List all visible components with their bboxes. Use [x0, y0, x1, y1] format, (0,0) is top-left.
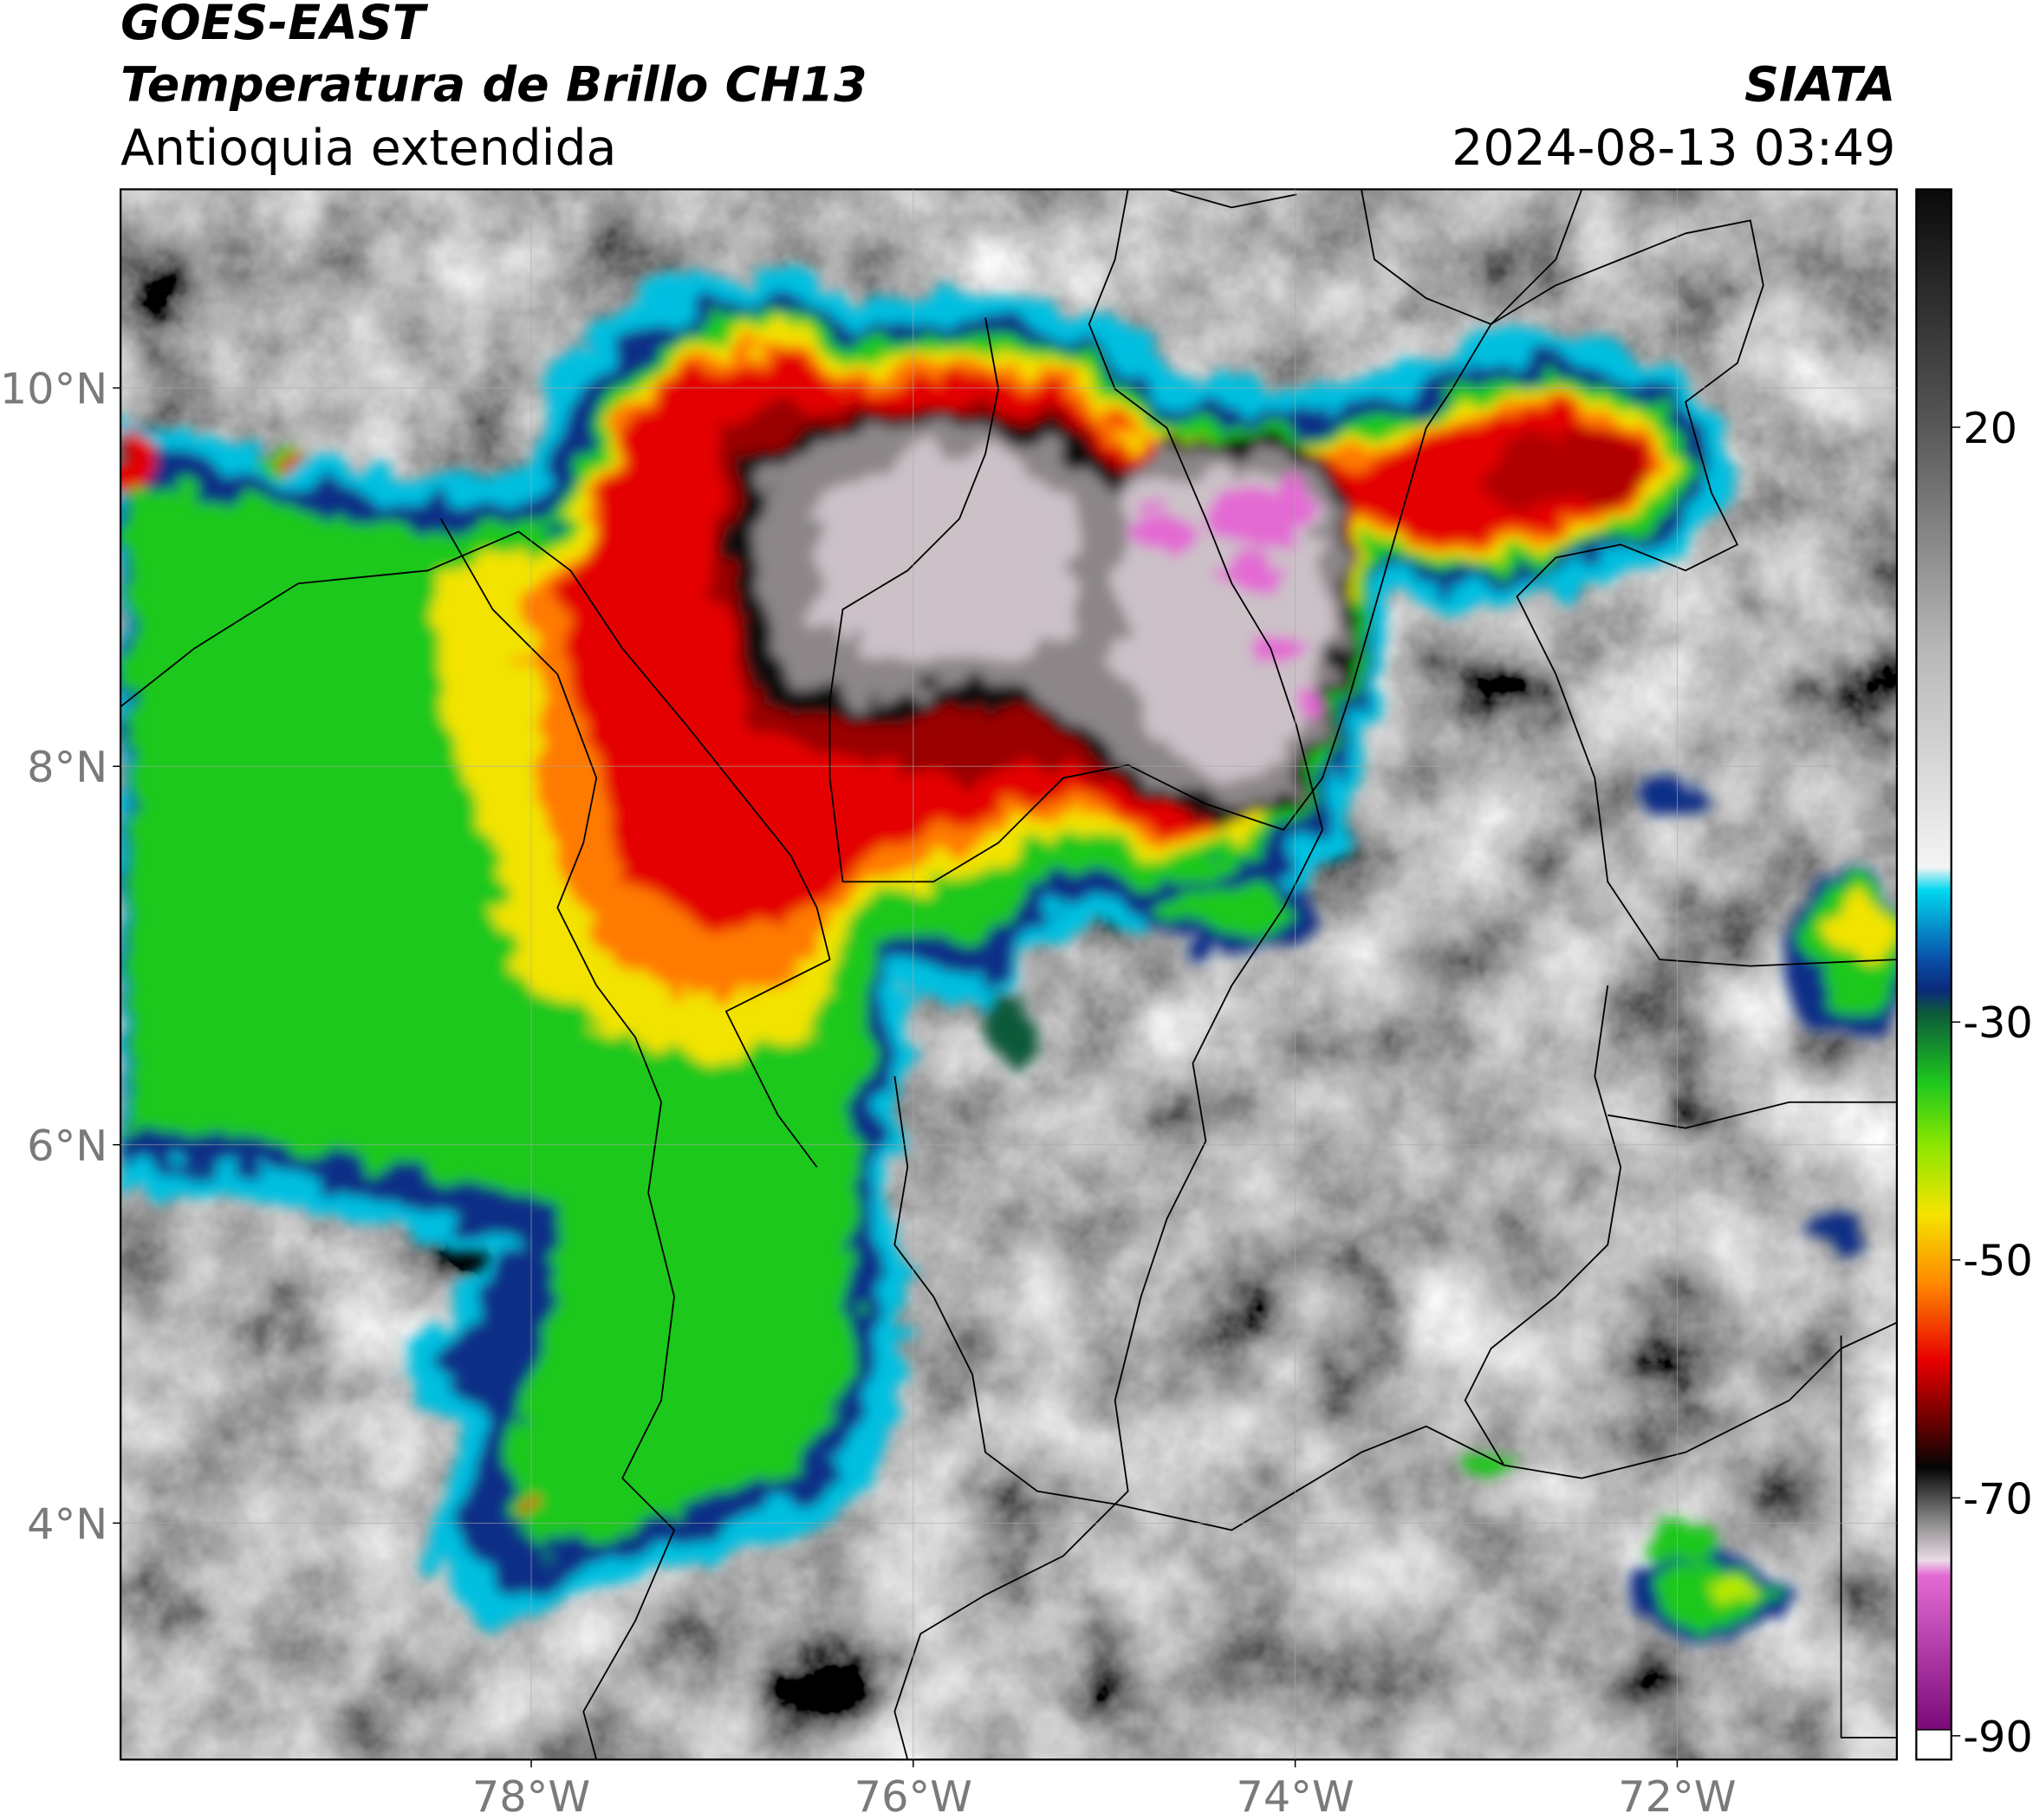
colorbar-under [1915, 1729, 1952, 1761]
source: SIATA [1744, 58, 1895, 114]
lat-tick-label: 10°N [0, 364, 107, 414]
lat-tick-label: 8°N [27, 742, 107, 792]
timestamp: 2024-08-13 03:49 [1452, 120, 1895, 177]
borders [120, 189, 1897, 1760]
colorbar-tick-label: 20 [1963, 403, 2017, 453]
lon-tick-label: 78°W [472, 1771, 590, 1820]
colorbar-tick-label: -30 [1963, 998, 2033, 1048]
lat-tick-label: 6°N [27, 1121, 107, 1171]
colorbar [1916, 189, 1952, 1730]
subtitle: Temperatura de Brillo CH13 [120, 58, 867, 114]
lon-tick-label: 72°W [1618, 1771, 1736, 1820]
map-frame [120, 188, 1899, 1761]
colorbar-tick-label: -70 [1963, 1473, 2033, 1524]
satellite-image [120, 189, 1897, 1760]
colorbar-tick-label: -50 [1963, 1236, 2033, 1286]
colorbar-tick-label: -90 [1963, 1712, 2033, 1762]
lon-tick-label: 74°W [1236, 1771, 1354, 1820]
title: GOES-EAST [120, 0, 429, 51]
lat-tick-label: 4°N [27, 1498, 107, 1549]
convective-cells [120, 265, 1897, 1643]
lon-tick-label: 76°W [854, 1771, 972, 1820]
region: Antioquia extendida [120, 120, 616, 177]
colorbar-frame [1915, 188, 1952, 1761]
